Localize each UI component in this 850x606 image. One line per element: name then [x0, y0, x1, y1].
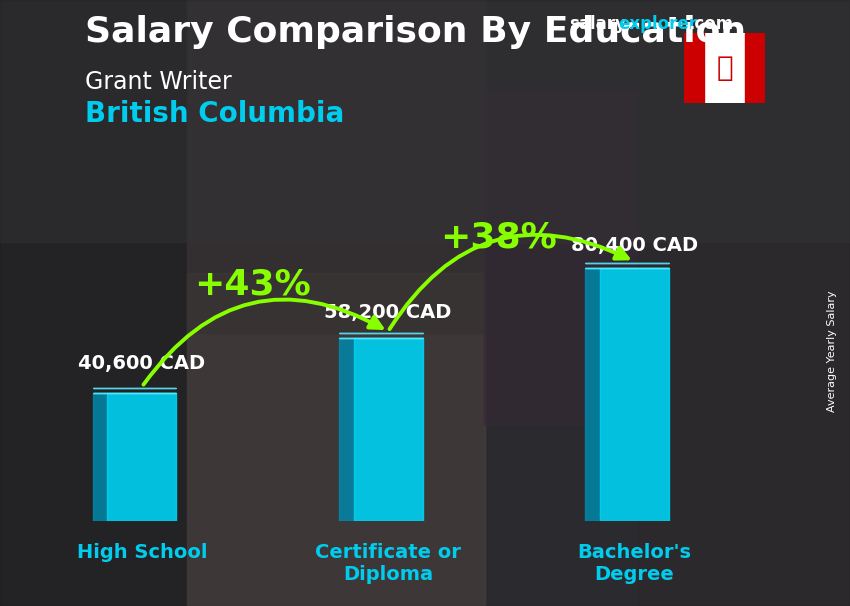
Text: +38%: +38%	[440, 221, 558, 255]
Bar	[354, 338, 422, 521]
Text: +43%: +43%	[195, 268, 311, 302]
Text: British Columbia: British Columbia	[85, 100, 344, 128]
Text: Salary Comparison By Education: Salary Comparison By Education	[85, 15, 746, 49]
Bar	[684, 33, 705, 103]
Text: explorer: explorer	[618, 15, 697, 33]
Text: salary: salary	[570, 15, 626, 33]
Bar	[0, 0, 850, 242]
Bar	[187, 0, 484, 333]
Bar	[339, 338, 354, 521]
Text: .com: .com	[688, 15, 734, 33]
FancyArrowPatch shape	[144, 299, 382, 385]
Bar	[484, 91, 638, 424]
Text: 80,400 CAD: 80,400 CAD	[570, 236, 698, 255]
Text: Average Yearly Salary: Average Yearly Salary	[827, 291, 837, 412]
Bar	[187, 273, 484, 606]
Bar	[638, 0, 850, 606]
Bar	[600, 268, 669, 521]
Text: Grant Writer: Grant Writer	[85, 70, 232, 94]
FancyArrowPatch shape	[389, 235, 628, 329]
Text: 58,200 CAD: 58,200 CAD	[325, 303, 451, 322]
Text: 40,600 CAD: 40,600 CAD	[78, 354, 206, 373]
Bar	[0, 0, 187, 606]
Bar	[107, 393, 176, 521]
Bar	[585, 268, 600, 521]
Text: 🍁: 🍁	[717, 54, 733, 82]
Bar	[93, 393, 107, 521]
Bar	[745, 33, 765, 103]
